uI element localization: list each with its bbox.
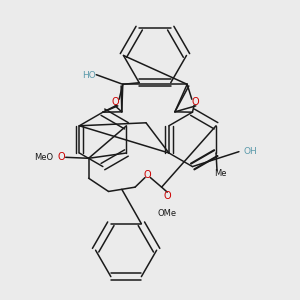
Text: HO: HO: [82, 71, 95, 80]
Text: MeO: MeO: [34, 153, 53, 162]
Text: O: O: [192, 97, 200, 107]
Text: Me: Me: [214, 169, 226, 178]
Text: O: O: [58, 152, 65, 162]
Text: O: O: [164, 191, 171, 202]
Text: O: O: [111, 97, 119, 107]
Text: OMe: OMe: [158, 208, 177, 217]
Text: O: O: [144, 170, 152, 180]
Text: OH: OH: [244, 147, 257, 156]
